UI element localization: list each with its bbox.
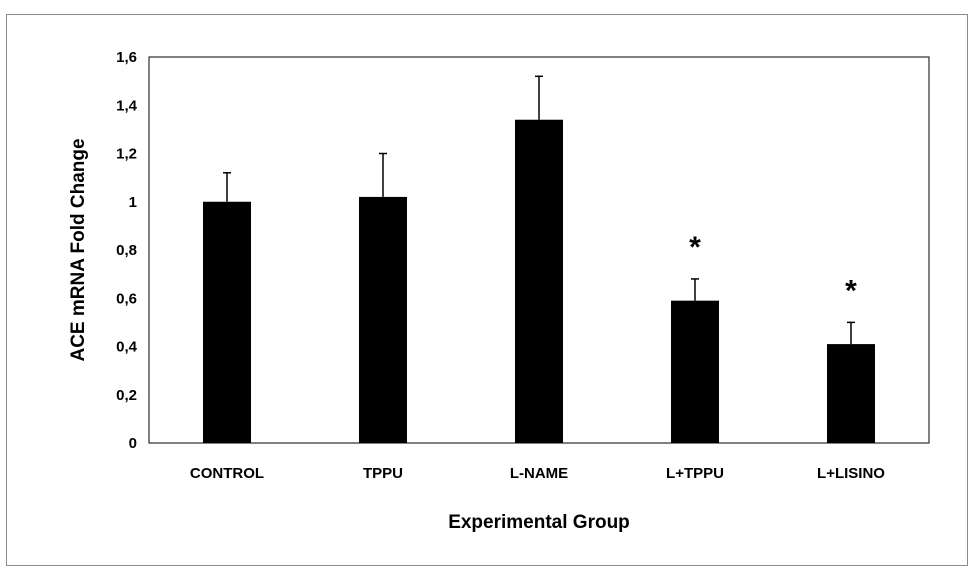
bar	[827, 344, 875, 443]
error-bars-group	[223, 75, 855, 345]
x-axis: CONTROL TPPU L-NAME L+TPPU L+LISINO	[190, 465, 885, 482]
significance-marker: *	[845, 274, 857, 307]
y-axis-title: ACE mRNA Fold Change	[68, 138, 89, 361]
y-tick-label: 1,6	[116, 49, 137, 66]
x-tick-label: L+LISINO	[817, 465, 885, 482]
x-tick-label: L-NAME	[510, 465, 568, 482]
y-tick-label: 0,4	[116, 339, 138, 356]
y-tick-label: 1,2	[116, 146, 137, 163]
bar	[203, 201, 251, 443]
y-tick-label: 0,8	[116, 242, 137, 259]
bar	[671, 300, 719, 443]
x-axis-title: Experimental Group	[448, 512, 630, 533]
x-tick-label: TPPU	[363, 465, 403, 482]
y-tick-label: 0	[129, 435, 137, 452]
significance-marker: *	[689, 231, 701, 264]
bar	[359, 196, 407, 443]
y-tick-label: 0,6	[116, 290, 137, 307]
y-tick-label: 1	[129, 194, 137, 211]
bar	[515, 119, 563, 443]
annotations-group: **	[689, 231, 857, 307]
y-tick-label: 1,4	[116, 97, 138, 114]
x-tick-label: L+TPPU	[666, 465, 724, 482]
chart-frame	[6, 14, 968, 566]
y-axis: 0 0,2 0,4 0,6 0,8 1 1,2 1,4 1,6	[116, 49, 138, 452]
y-tick-label: 0,2	[116, 387, 137, 404]
x-tick-label: CONTROL	[190, 465, 264, 482]
bars-group	[203, 119, 875, 443]
